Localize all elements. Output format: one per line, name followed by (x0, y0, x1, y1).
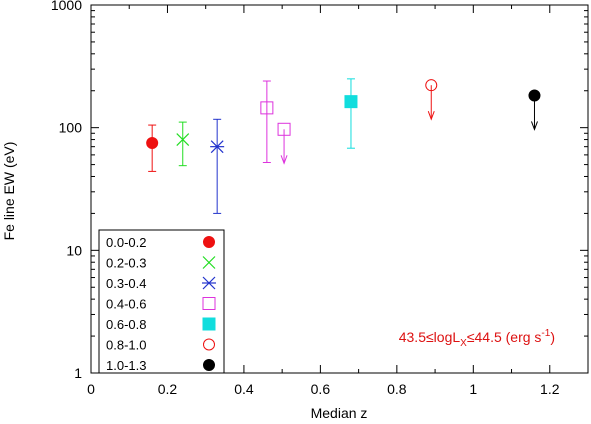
annotation: 43.5≤logLX≤44.5 (erg s-1) (399, 328, 555, 349)
legend-marker (202, 297, 216, 310)
legend-marker (203, 338, 215, 351)
data-point (176, 121, 190, 167)
annotation-part: 43.5≤logL (399, 329, 461, 345)
marker-shape (176, 133, 190, 146)
marker-shape (146, 136, 159, 149)
data-point (260, 80, 274, 164)
data-point (146, 124, 159, 172)
y-tick-label: 100 (59, 120, 83, 136)
y-axis-label: Fe line EW (eV) (1, 142, 17, 241)
y-tick-label: 10 (66, 242, 82, 258)
x-tick-label: 1.2 (540, 381, 560, 397)
upper-limit-arrowhead (280, 155, 288, 165)
marker-shape (203, 338, 215, 351)
legend-label: 0.3-0.4 (106, 276, 146, 291)
x-tick-label: 0.6 (311, 381, 331, 397)
legend-marker (202, 317, 216, 331)
upper-limit-arrowhead (427, 111, 435, 121)
y-tick-label: 1000 (51, 0, 82, 13)
marker-shape (202, 256, 216, 269)
point-marker (146, 136, 159, 149)
x-tick-label: 0 (87, 381, 95, 397)
x-tick-label: 1 (469, 381, 477, 397)
axes: 0 0.2 0.4 0.6 0.8 1 1.2 1 10 100 1000 (51, 0, 589, 397)
marker-shape (425, 79, 438, 92)
data-point (344, 78, 358, 149)
annotation-part: ) (550, 329, 555, 345)
point-marker (425, 79, 438, 92)
legend-label: 1.0-1.3 (106, 358, 146, 373)
legend-label: 0.8-1.0 (106, 338, 146, 353)
data-point (277, 122, 291, 165)
data-point (425, 79, 438, 121)
upper-limit-arrowhead (531, 121, 538, 131)
legend-marker (202, 256, 216, 269)
x-tick-label: 0.2 (158, 381, 178, 397)
plot-frame (90, 4, 589, 374)
y-tick-label: 1 (74, 365, 82, 381)
data-point (528, 89, 541, 131)
point-marker (176, 133, 190, 146)
marker-shape (202, 317, 216, 331)
legend-label: 0.2-0.3 (106, 256, 146, 271)
annotation-part: -1 (541, 328, 550, 339)
data-marks (146, 78, 541, 214)
marker-shape (203, 359, 215, 371)
marker-shape (277, 122, 291, 136)
legend-label: 0.6-0.8 (106, 317, 146, 332)
point-marker (260, 101, 274, 115)
point-marker (210, 140, 225, 154)
point-marker (344, 95, 358, 109)
legend-label: 0.4-0.6 (106, 297, 146, 312)
data-point (210, 118, 225, 214)
marker-shape (260, 101, 274, 115)
legend-marker (202, 276, 216, 290)
annotation-part: ≤44.5 (erg s (467, 329, 542, 345)
legend: 0.0-0.2 0.2-0.3 0.3-0.4 0.4-0.6 0.6-0.8 0.8-1… (98, 229, 225, 374)
legend-label: 0.0-0.2 (106, 235, 146, 250)
marker-shape (528, 89, 541, 102)
legend-marker (203, 359, 215, 371)
x-tick-label: 0.4 (234, 381, 254, 397)
marker-shape (202, 297, 216, 310)
marker-shape (344, 95, 358, 109)
legend-marker (203, 236, 215, 248)
point-marker (528, 89, 541, 102)
marker-shape (203, 236, 215, 248)
point-marker (277, 122, 291, 136)
annotation-part: X (460, 338, 467, 349)
x-axis-label: Median z (311, 405, 368, 421)
x-tick-label: 0.8 (387, 381, 407, 397)
